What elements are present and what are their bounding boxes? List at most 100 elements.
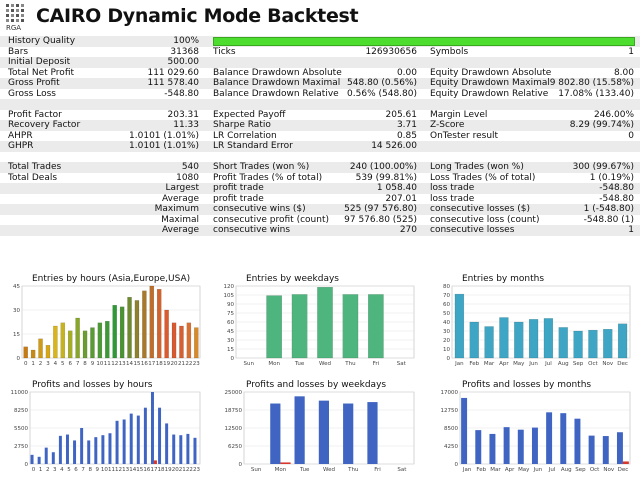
bar: [37, 456, 41, 464]
bar: [528, 319, 539, 359]
x-tick-label: 17: [148, 361, 155, 367]
bar: [171, 322, 177, 359]
y-tick-label: 105: [224, 293, 235, 299]
stats-row: Maximal consecutive profit (count) 97 576.…: [0, 215, 640, 226]
x-tick-label: Sep: [573, 361, 584, 367]
bar: [602, 436, 609, 464]
stat-value: 240 (100.00%): [349, 162, 417, 172]
x-tick-label: 6: [74, 467, 78, 473]
y-tick-label: 0: [25, 462, 29, 468]
bar: [30, 454, 34, 464]
y-tick-label: 0: [17, 356, 21, 362]
bar: [489, 433, 496, 464]
bar: [127, 297, 132, 359]
stat-value: -548.80: [599, 183, 634, 193]
x-tick-label: 4: [54, 361, 58, 367]
x-tick-label: 1: [31, 361, 35, 367]
bar: [484, 326, 494, 359]
x-tick-label: 14: [129, 467, 136, 473]
stat-value: 11.33: [173, 120, 199, 130]
bar: [343, 403, 354, 464]
x-tick-label: 0: [24, 361, 28, 367]
x-tick-label: Fri: [374, 467, 381, 473]
y-tick-label: 8250: [14, 408, 28, 414]
bar: [82, 330, 88, 359]
y-tick-label: 12500: [225, 426, 243, 432]
x-tick-label: 21: [179, 467, 186, 473]
x-tick-label: 23: [193, 467, 200, 473]
y-tick-label: 0: [447, 356, 451, 362]
x-tick-label: Wed: [323, 467, 335, 473]
bar: [30, 349, 36, 359]
report-header: RGA CAIRO Dynamic Mode Backtest: [0, 0, 640, 34]
stats-row: [0, 152, 640, 163]
bar: [150, 392, 154, 464]
stat-label: Profit Factor: [8, 109, 62, 120]
stat-label: Balance Drawdown Maximal: [213, 78, 341, 88]
stat-value: 0.00: [396, 67, 417, 78]
stat-value: 1080: [176, 172, 199, 183]
x-tick-label: Apr: [505, 467, 515, 473]
x-tick-label: 9: [96, 467, 100, 473]
stat-value: 1 (0.19%): [589, 172, 634, 183]
stat-label: Total Trades: [8, 162, 62, 172]
stats-table: History Quality 100% Bars 31368 Ticks 1269306…: [0, 36, 640, 236]
bar: [97, 322, 103, 359]
stat-label: Balance Drawdown Relative: [213, 88, 339, 99]
stat-value: 100%: [173, 36, 199, 46]
bar: [45, 344, 51, 359]
x-tick-label: Mar: [490, 467, 501, 473]
x-tick-label: May: [518, 467, 530, 473]
stat-label: Sharpe Ratio: [213, 120, 271, 130]
stat-value: 525 (97 576.80): [344, 204, 417, 214]
x-tick-label: Tue: [299, 467, 310, 473]
bar: [179, 435, 183, 464]
stat-value: 14 526.00: [371, 141, 417, 151]
bar: [149, 285, 155, 359]
y-tick-label: 80: [443, 284, 450, 290]
x-tick-label: Jun: [533, 467, 543, 473]
x-tick-label: 23: [193, 361, 200, 367]
stat-label: Margin Level: [430, 109, 488, 120]
x-tick-label: Aug: [558, 361, 569, 367]
bar: [342, 294, 359, 359]
x-tick-label: Jul: [548, 467, 556, 473]
bar: [194, 327, 199, 359]
x-tick-label: 8: [88, 467, 92, 473]
x-tick-label: 19: [165, 467, 172, 473]
bar: [87, 440, 91, 464]
stat-value: 0.85: [396, 130, 417, 141]
x-tick-label: 1: [39, 467, 43, 473]
y-tick-label: 60: [443, 302, 450, 308]
bar: [514, 321, 524, 359]
y-tick-label: 30: [443, 329, 450, 335]
bar: [294, 396, 305, 464]
bar: [603, 329, 613, 359]
x-tick-label: Feb: [469, 361, 479, 367]
y-tick-label: 4250: [444, 444, 458, 450]
stats-row: Initial Deposit 500.00: [0, 57, 640, 68]
x-tick-label: 18: [158, 467, 165, 473]
bar: [129, 413, 133, 464]
stats-row: Profit Factor 203.31 Expected Payoff 205.61…: [0, 110, 640, 121]
x-tick-label: 22: [186, 467, 193, 473]
bar: [165, 423, 169, 464]
bar: [115, 420, 119, 464]
x-tick-label: 7: [76, 361, 80, 367]
rga-logo-icon: RGA: [6, 4, 24, 32]
bar: [143, 407, 147, 464]
bar: [23, 346, 28, 359]
stat-value: 540: [181, 162, 199, 172]
x-tick-label: 8: [83, 361, 87, 367]
chart-title: Entries by months: [462, 274, 545, 284]
bar: [186, 433, 190, 464]
stat-label: LR Correlation: [213, 130, 277, 141]
chart-3: 11000 8250 5500 2750 0 0 1 2 3 4 5 6 7 8 9 10 11 12 13 14 15…: [2, 378, 202, 478]
chart-svg: 120 105 90 75 60 45 30 15 0 Sun Mon Tue Wed Thu Fri Sat: [224, 284, 415, 367]
chart-1: 120 105 90 75 60 45 30 15 0 Sun Mon Tue Wed Thu Fri Sat…: [216, 272, 416, 372]
bar: [44, 447, 48, 464]
x-tick-label: 15: [133, 361, 140, 367]
y-tick-label: 15: [227, 347, 234, 353]
bar: [475, 430, 482, 464]
